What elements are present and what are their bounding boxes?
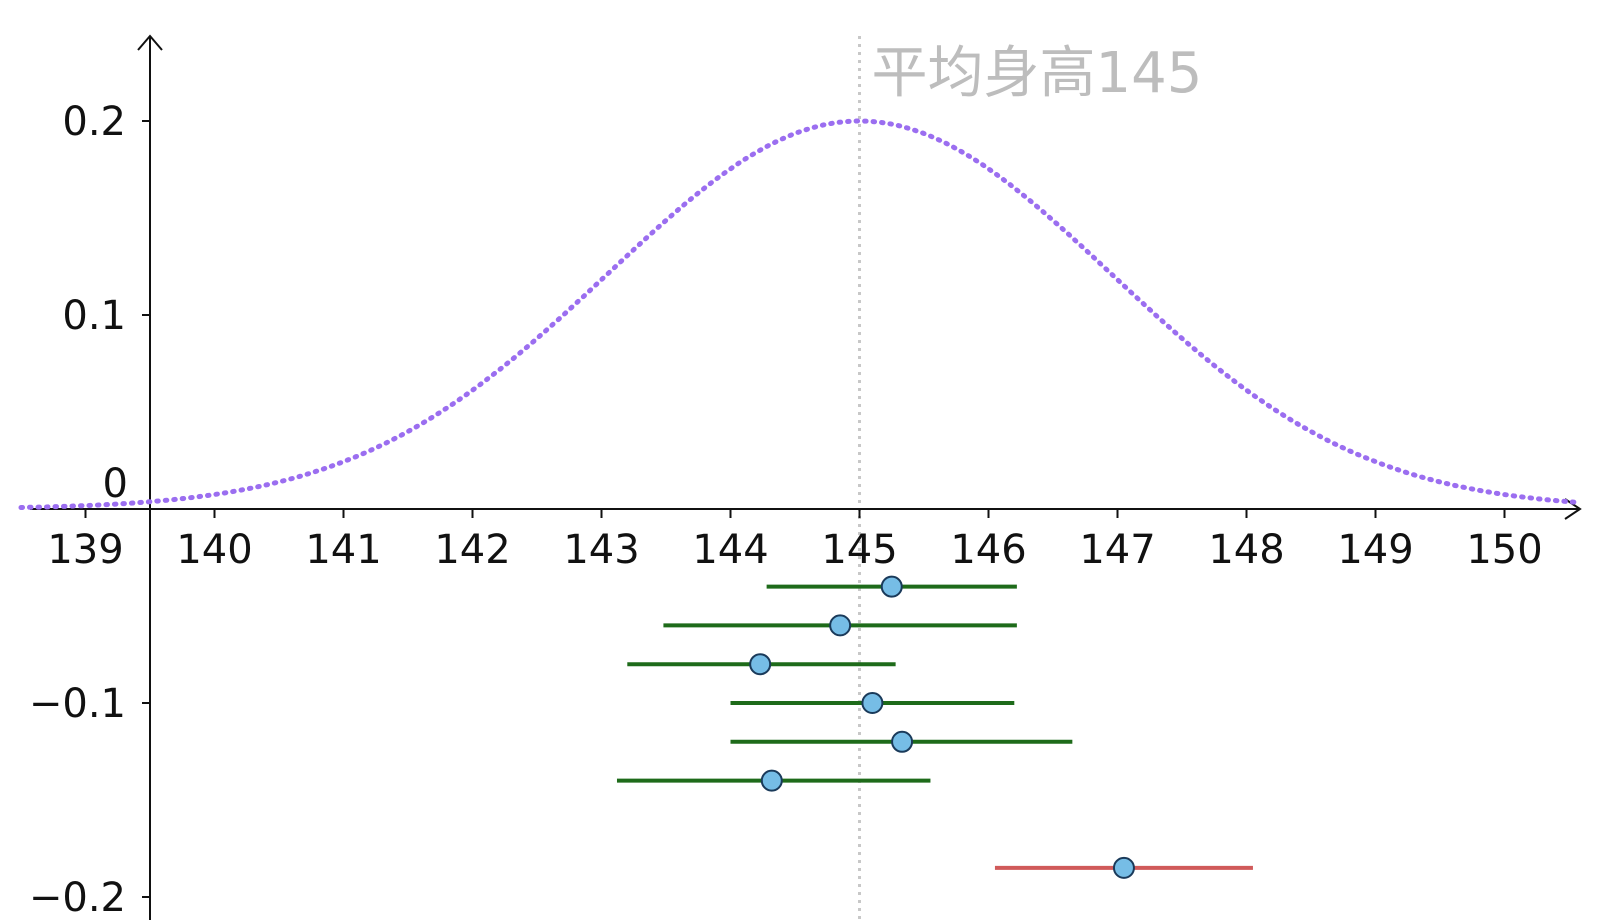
interval-point	[829, 614, 852, 637]
x-tick-label: 140	[176, 527, 252, 573]
y-axis-arrow	[137, 34, 163, 51]
x-tick-label: 142	[434, 527, 510, 573]
interval-point	[880, 575, 903, 598]
x-tick-label: 139	[47, 527, 123, 573]
y-tick-label: 0.2	[62, 99, 126, 145]
x-tick-label: 150	[1466, 527, 1542, 573]
density-curve-group	[18, 118, 1578, 510]
mean-label: 平均身高145	[872, 41, 1203, 106]
interval-point	[861, 692, 884, 714]
x-tick-label: 146	[950, 527, 1026, 573]
axes-group	[30, 34, 1582, 920]
x-tick-label: 144	[692, 527, 768, 573]
x-tick-label: 141	[305, 527, 381, 573]
interval-point	[891, 730, 914, 753]
y-tick-label: 0	[103, 461, 128, 507]
y-tick-label: −0.2	[29, 875, 126, 920]
y-tick-label: 0.1	[62, 293, 126, 339]
x-tick-label: 148	[1208, 527, 1284, 573]
interval-point	[1112, 856, 1135, 879]
x-tick-label: 143	[563, 527, 639, 573]
density-curve	[18, 118, 1578, 510]
tick-labels-group: 139 140 141 142 143 144 145 146 147 148 149 150 0.2 0…	[29, 99, 1543, 920]
x-tick-label: 149	[1337, 527, 1413, 573]
interval-point	[760, 769, 783, 792]
x-tick-label: 145	[821, 527, 897, 573]
interval-point	[749, 653, 772, 676]
x-tick-label: 147	[1079, 527, 1155, 573]
y-tick-label: −0.1	[29, 681, 126, 727]
intervals-group	[616, 575, 1253, 879]
